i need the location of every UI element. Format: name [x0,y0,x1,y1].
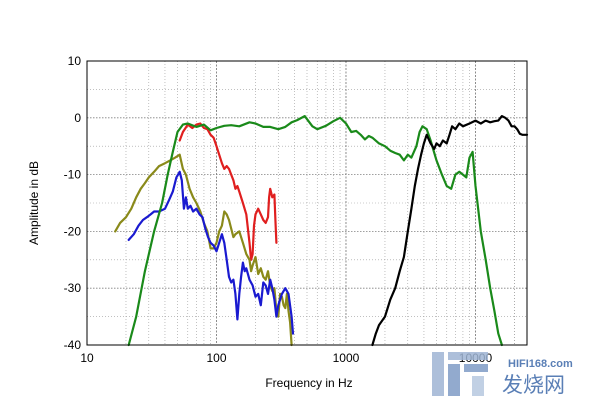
series-line [178,122,278,261]
watermark-cn-text: 发烧网 [502,374,565,397]
grid-lines [86,60,527,346]
x-axis-label: Frequency in Hz [265,376,352,390]
series-line [371,114,529,347]
watermark-logo-block [464,364,488,372]
watermark-site-text: HIFI168.com [508,358,573,370]
watermark-logo-block [472,376,484,396]
x-tick-labels: 10100100010000 [80,351,492,365]
x-tick-label: 100 [206,351,226,365]
y-tick-label: -20 [64,224,82,238]
x-tick-label: 1000 [333,351,360,365]
series-line [127,114,503,347]
plot-frame [86,60,528,346]
watermark-logo-block [448,352,488,360]
y-tick-label: -10 [64,168,82,182]
series-group [114,114,529,347]
y-axis-label: Amplitude in dB [27,161,41,245]
y-tick-label: -40 [64,338,82,352]
y-tick-label: 0 [74,111,81,125]
y-tick-label: -30 [64,281,82,295]
watermark-logo-block [432,352,444,396]
y-tick-label: 10 [68,54,82,68]
series-line [127,170,295,335]
watermark-logo-block [448,364,460,396]
x-tick-label: 10 [80,351,94,365]
watermark-logo [432,352,488,396]
y-tick-labels: 10 0 -10 -20 -30 -40 [64,54,82,352]
